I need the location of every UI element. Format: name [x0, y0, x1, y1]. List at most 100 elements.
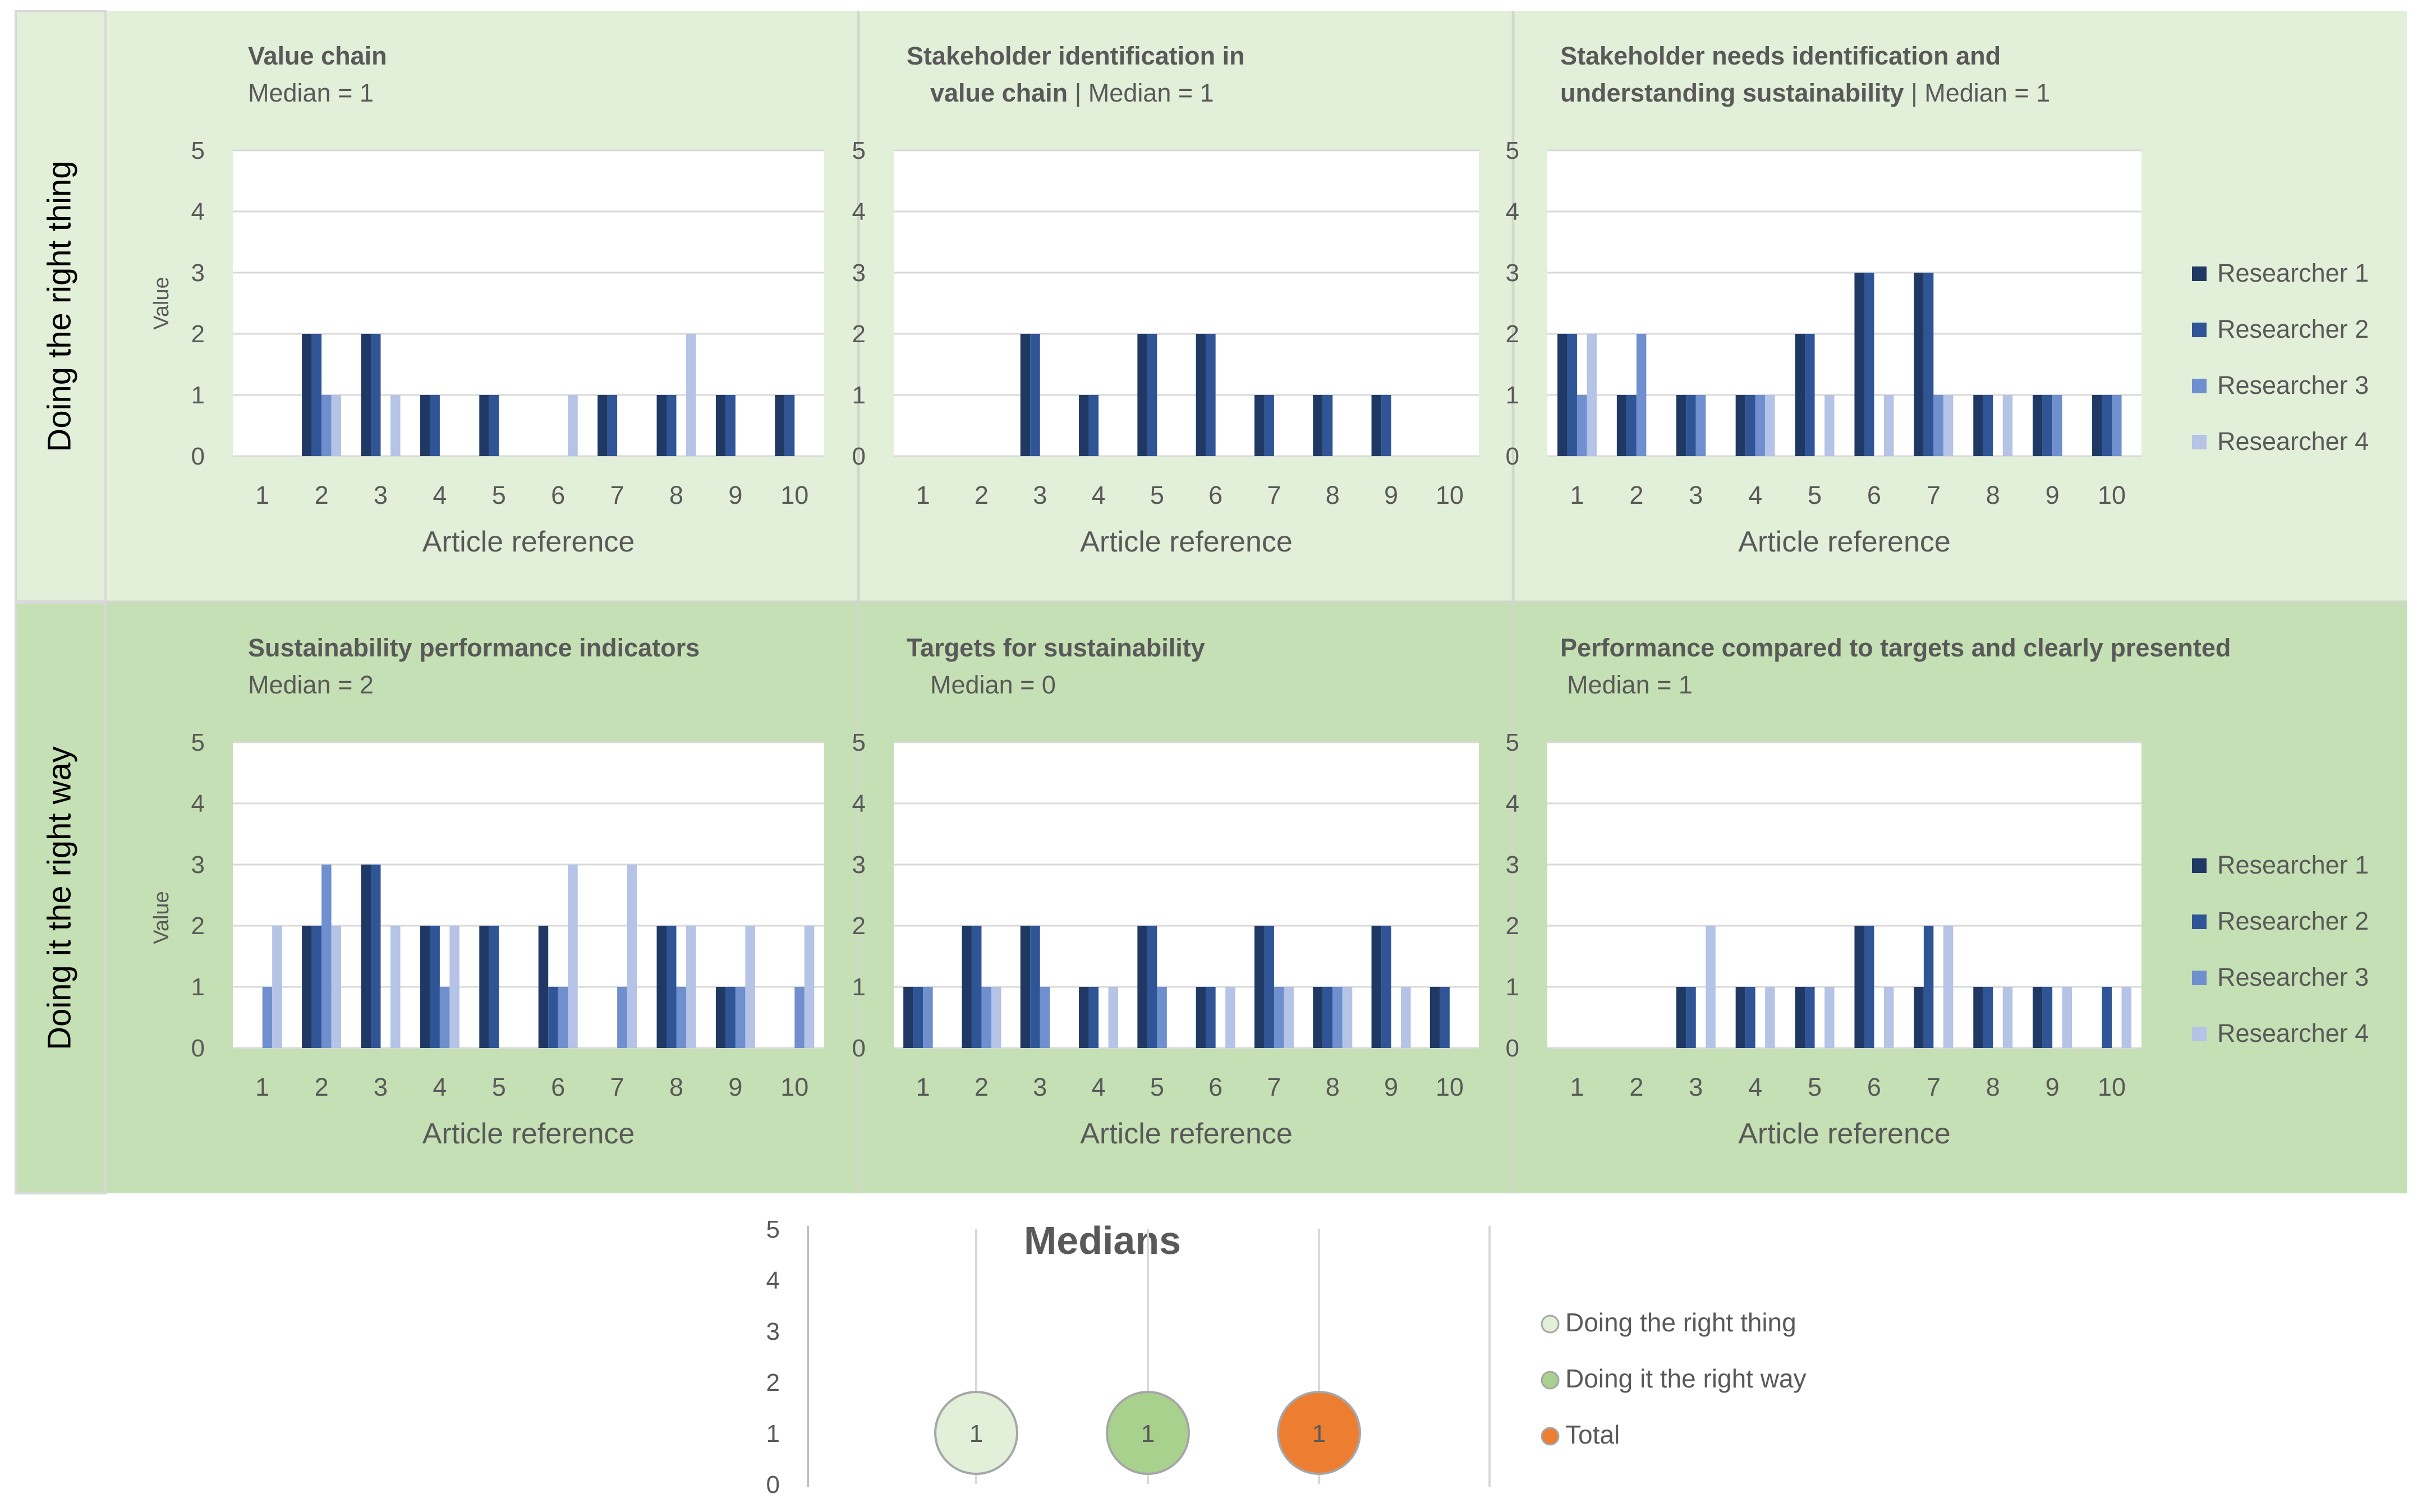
legend-swatch	[2192, 379, 2207, 393]
bar	[1088, 987, 1099, 1048]
bar	[1147, 926, 1157, 1048]
y-tick-label: 0	[1506, 1035, 1519, 1062]
bar	[1371, 395, 1382, 456]
bar	[1030, 334, 1040, 456]
x-axis-label: Article reference	[1080, 1118, 1293, 1150]
bar	[1557, 334, 1568, 456]
bar	[1626, 395, 1637, 456]
x-tick-label: 5	[1150, 481, 1164, 509]
x-tick-label: 9	[2046, 1073, 2060, 1101]
y-tick-label: 5	[191, 729, 205, 756]
x-tick-label: 8	[1986, 481, 2000, 509]
median-point	[1106, 1391, 1190, 1475]
bar	[538, 926, 549, 1048]
bar	[1735, 395, 1746, 456]
y-tick-label: 1	[1506, 382, 1519, 409]
x-tick-label: 9	[2046, 481, 2060, 509]
x-tick-label: 10	[780, 481, 808, 509]
legend-label: Researcher 4	[2217, 1019, 2369, 1047]
chart-title-line: Sustainability performance indicators	[248, 633, 700, 662]
bar	[2002, 987, 2013, 1048]
bar	[2042, 987, 2053, 1048]
chart-title-line: understanding sustainability | Median = …	[1560, 79, 2050, 107]
bar	[923, 987, 933, 1048]
y-tick-label: 4	[191, 198, 205, 226]
bar	[558, 987, 568, 1048]
bar	[1313, 987, 1323, 1048]
x-tick-label: 9	[1384, 1073, 1398, 1101]
chart-2: Stakeholder needs identification and unde…	[1506, 42, 2369, 558]
bar	[331, 926, 342, 1048]
y-tick-label: 5	[852, 729, 866, 756]
x-tick-label: 5	[492, 481, 506, 509]
bar	[311, 334, 322, 456]
chart-4: Targets for sustainability Median = 0 0 1 2 3…	[852, 633, 1479, 1150]
bar	[676, 987, 686, 1048]
bar	[1854, 273, 1864, 456]
bar	[390, 926, 401, 1048]
x-tick-label: 4	[433, 1073, 447, 1101]
legend-label: Researcher 2	[2217, 315, 2369, 343]
bar	[1401, 987, 1411, 1048]
bar	[331, 395, 342, 456]
y-tick-label: 2	[1506, 320, 1519, 348]
y-tick-label: 0	[191, 443, 205, 470]
y-tick-label: 1	[852, 382, 866, 409]
x-axis-label: Article reference	[422, 526, 635, 558]
bar	[272, 926, 282, 1048]
bar	[1686, 987, 1696, 1048]
y-tick-label: 1	[191, 382, 205, 409]
bar	[1795, 334, 1805, 456]
bar	[439, 987, 450, 1048]
x-tick-label: 3	[1033, 481, 1047, 509]
legend-label: Researcher 4	[2217, 427, 2369, 456]
bar	[1824, 395, 1835, 456]
bar	[715, 987, 726, 1048]
y-tick-label: 1	[852, 973, 866, 1001]
bar	[430, 926, 440, 1048]
chart-title-segment: Value chain	[248, 42, 387, 70]
chart-5: Performance compared to targets and clea…	[1506, 633, 2369, 1150]
chart-title-segment: Targets for sustainability	[907, 633, 1205, 662]
chart-3: Sustainability performance indicators Med…	[150, 633, 824, 1150]
bar	[2042, 395, 2053, 456]
bar	[725, 987, 736, 1048]
bar	[390, 395, 401, 456]
bar	[1973, 987, 1983, 1048]
bar	[1254, 395, 1265, 456]
x-tick-label: 6	[551, 1073, 565, 1101]
x-tick-label: 3	[1689, 1073, 1703, 1101]
bar	[2033, 395, 2043, 456]
bar	[1079, 395, 1089, 456]
bar	[1137, 334, 1147, 456]
bar	[1686, 395, 1696, 456]
medians-y-tick-label: 0	[766, 1471, 780, 1499]
x-tick-label: 6	[1867, 1073, 1881, 1101]
bar	[430, 395, 440, 456]
x-tick-label: 1	[255, 1073, 269, 1101]
y-tick-label: 4	[1506, 198, 1519, 226]
bar	[1264, 395, 1274, 456]
y-tick-label: 2	[852, 912, 866, 940]
medians-legend-label: Doing the right thing	[1565, 1308, 1796, 1337]
x-tick-label: 7	[1927, 1073, 1941, 1101]
bar	[489, 926, 499, 1048]
bar	[361, 334, 371, 456]
x-tick-label: 4	[1748, 1073, 1762, 1101]
bar	[1332, 987, 1343, 1048]
medians-title: Medians	[1024, 1219, 1181, 1262]
bar	[371, 865, 381, 1048]
bar	[489, 395, 499, 456]
y-tick-label: 3	[852, 259, 866, 287]
bar	[1020, 334, 1031, 456]
x-tick-label: 3	[374, 1073, 388, 1101]
bar	[1264, 926, 1274, 1048]
bar	[1914, 987, 1924, 1048]
y-tick-label: 4	[852, 198, 866, 226]
bar	[2092, 395, 2102, 456]
chart-title-segment: | Median = 1	[1904, 79, 2051, 107]
y-tick-label: 5	[1506, 729, 1519, 756]
x-tick-label: 3	[1689, 481, 1703, 509]
bar	[1914, 273, 1924, 456]
